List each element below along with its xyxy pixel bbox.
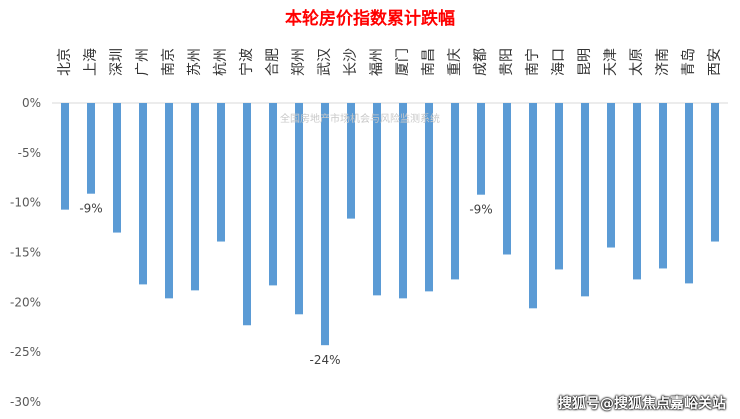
bar-11 xyxy=(347,103,355,219)
y-tick-label: -15% xyxy=(10,246,41,260)
bar-15 xyxy=(451,103,459,280)
category-label: 武汉 xyxy=(317,48,333,76)
bar-25 xyxy=(711,103,719,242)
category-label: 郑州 xyxy=(291,48,307,76)
category-label: 贵阳 xyxy=(499,48,515,76)
source-watermark: 搜狐号@搜狐焦点嘉峪关站 xyxy=(558,396,726,412)
category-label: 天津 xyxy=(603,48,619,76)
category-label: 苏州 xyxy=(187,48,203,76)
bar-9 xyxy=(295,103,303,315)
bar-22 xyxy=(633,103,641,280)
bar-8 xyxy=(269,103,277,286)
category-label: 长沙 xyxy=(343,48,359,76)
category-label: 上海 xyxy=(83,48,99,76)
y-tick-label: -20% xyxy=(10,295,41,309)
bar-14 xyxy=(425,103,433,292)
bar-2 xyxy=(113,103,121,233)
category-label: 青岛 xyxy=(681,48,697,76)
chart-title: 本轮房价指数累计跌幅 xyxy=(285,8,455,29)
y-tick-label: -10% xyxy=(10,196,41,210)
bar-21 xyxy=(607,103,615,248)
category-label: 南宁 xyxy=(524,48,541,76)
category-label: 昆明 xyxy=(577,48,593,76)
bar-6 xyxy=(217,103,225,242)
bar-1 xyxy=(87,103,95,194)
bar-0 xyxy=(61,103,69,210)
bar-18 xyxy=(529,103,537,309)
data-label: -24% xyxy=(309,353,340,367)
bar-20 xyxy=(581,103,589,297)
watermark: 全国房地产市场机会与风险监测系统 xyxy=(280,112,440,125)
category-label: 西安 xyxy=(707,48,723,76)
bar-5 xyxy=(191,103,199,291)
category-label: 宁波 xyxy=(238,48,255,76)
category-label: 南昌 xyxy=(421,48,437,76)
bar-4 xyxy=(165,103,173,299)
category-label: 杭州 xyxy=(213,48,229,76)
category-label: 深圳 xyxy=(109,48,125,76)
category-label: 成都 xyxy=(473,48,489,76)
y-tick-label: -25% xyxy=(10,345,41,359)
category-label: 重庆 xyxy=(447,48,463,76)
bar-3 xyxy=(139,103,147,285)
bar-7 xyxy=(243,103,251,326)
category-label: 南京 xyxy=(161,48,177,76)
bar-24 xyxy=(685,103,693,284)
category-label: 济南 xyxy=(655,48,671,76)
y-tick-label: -30% xyxy=(10,395,41,409)
bar-10 xyxy=(321,103,329,346)
category-label: 合肥 xyxy=(265,48,281,76)
category-label: 厦门 xyxy=(395,48,411,76)
bar-23 xyxy=(659,103,667,269)
bar-12 xyxy=(373,103,381,296)
category-label: 广州 xyxy=(135,48,151,76)
bar-17 xyxy=(503,103,511,255)
category-label: 海口 xyxy=(551,48,567,76)
bar-16 xyxy=(477,103,485,195)
bar-19 xyxy=(555,103,563,270)
data-label: -9% xyxy=(79,202,102,216)
y-tick-label: -5% xyxy=(18,146,41,160)
bar-13 xyxy=(399,103,407,299)
y-tick-label: 0% xyxy=(22,96,41,110)
category-label: 太原 xyxy=(629,48,645,76)
category-label: 北京 xyxy=(57,48,73,76)
data-label: -9% xyxy=(469,203,492,217)
category-label: 福州 xyxy=(369,48,385,76)
